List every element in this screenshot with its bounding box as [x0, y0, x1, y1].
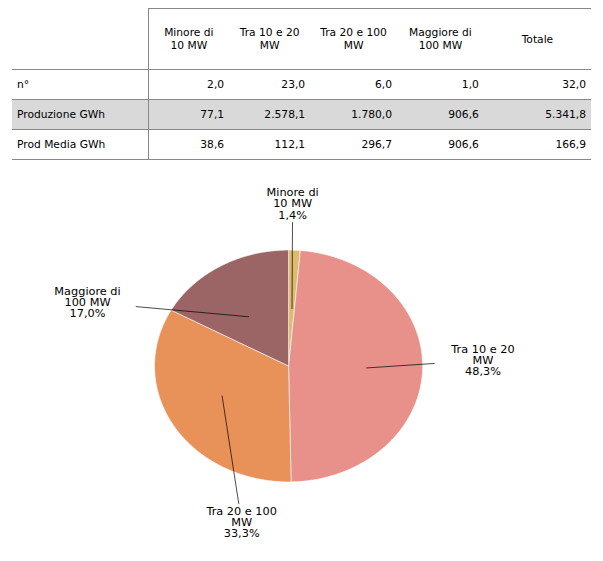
svg-text:Minore di10 MW1,4%: Minore di10 MW1,4% [267, 186, 319, 222]
html-text:Prod Media GWh: Prod Media GWh [17, 138, 106, 151]
html-text:112,1: 112,1 [274, 138, 306, 151]
svg-text:Tra 20 e 100MW33,3%: Tra 20 e 100MW33,3% [205, 505, 276, 541]
html-text:1,0: 1,0 [461, 78, 479, 91]
html-text:38,6: 38,6 [200, 138, 225, 151]
svg-text:Maggiore di100 MW17,0%: Maggiore di100 MW17,0% [54, 285, 120, 321]
html-text:906,6: 906,6 [448, 138, 479, 151]
html-text:Minore di 10 MW: Minore di 10 MW [164, 26, 214, 52]
html-text:77,1: 77,1 [200, 108, 225, 121]
html-text:5.341,8: 5.341,8 [545, 108, 586, 121]
html-text:6,0: 6,0 [375, 78, 392, 91]
html-text:Tra 20 e 100 MW: Tra 20 e 100 MW [320, 26, 387, 52]
html-text:2.578,1: 2.578,1 [264, 108, 306, 121]
html-text:32,0: 32,0 [562, 78, 586, 91]
svg-text:Tra 10 e 20MW48,3%: Tra 10 e 20MW48,3% [450, 343, 514, 379]
html-text:2,0: 2,0 [207, 78, 225, 91]
html-text:Tra 10 e 20 MW: Tra 10 e 20 MW [239, 26, 300, 52]
html-text:23,0: 23,0 [281, 78, 306, 91]
html-text:906,6: 906,6 [448, 108, 479, 121]
html-text:Totale: Totale [521, 32, 554, 46]
html-text:1.780,0: 1.780,0 [351, 108, 392, 121]
html-text:296,7: 296,7 [361, 138, 392, 151]
html-text:166,9: 166,9 [555, 138, 586, 151]
html-text:Maggiore di 100 MW: Maggiore di 100 MW [409, 26, 472, 52]
html-text:Produzione GWh: Produzione GWh [17, 108, 105, 121]
html-text:n°: n° [17, 78, 30, 91]
